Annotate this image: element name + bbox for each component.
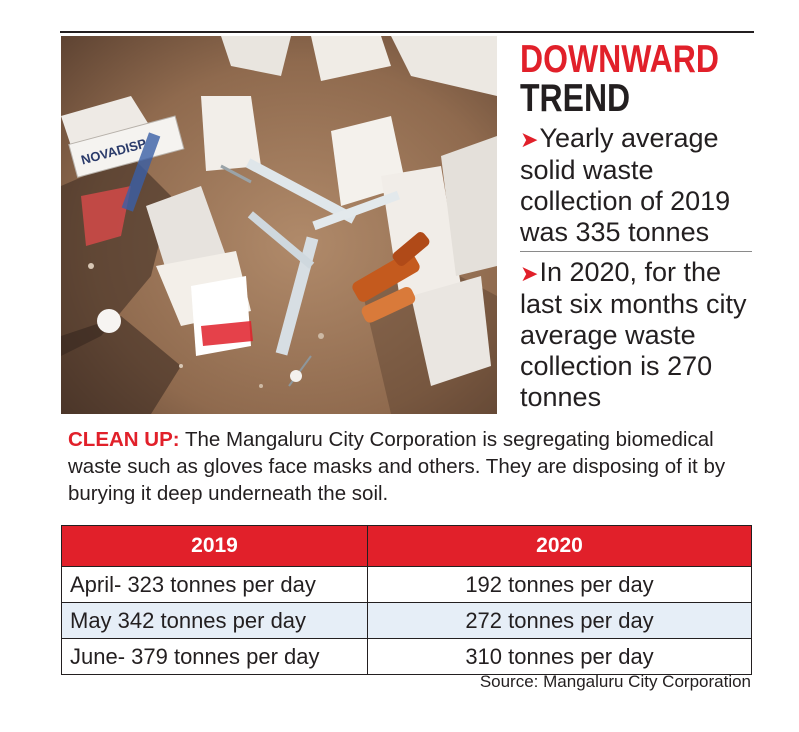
table-cell-2020: 272 tonnes per day [367, 602, 752, 639]
table-cell-2020: 192 tonnes per day [367, 566, 752, 603]
key-point-text: Yearly average solid waste collection of… [520, 123, 731, 247]
column-header-2020: 2020 [367, 525, 752, 567]
top-rule [60, 31, 754, 33]
table-row: April- 323 tonnes per day 192 tonnes per… [61, 566, 752, 603]
photo-caption: CLEAN UP: The Mangaluru City Corporation… [68, 426, 768, 507]
table-row: May 342 tonnes per day 272 tonnes per da… [61, 602, 752, 639]
source-credit: Source: Mangaluru City Corporation [479, 672, 751, 691]
column-header-2019: 2019 [61, 525, 368, 567]
table-cell-2019: May 342 tonnes per day [61, 602, 368, 639]
key-point-text: In 2020, for the last six months city av… [520, 257, 747, 412]
table-header-row: 2019 2020 [61, 525, 752, 567]
headline: DOWNWARD TREND [520, 38, 719, 120]
waste-collection-table: 2019 2020 April- 323 tonnes per day 192 … [61, 525, 752, 675]
caption-text: The Mangaluru City Corporation is segreg… [68, 428, 726, 505]
arrow-icon: ➤ [520, 261, 539, 286]
table-cell-2019: June- 379 tonnes per day [61, 638, 368, 675]
waste-photo: NOVADISP [61, 36, 497, 414]
points-divider [520, 251, 752, 252]
key-point-2019: ➤Yearly average solid waste collection o… [520, 123, 750, 248]
table-row: June- 379 tonnes per day 310 tonnes per … [61, 638, 752, 675]
arrow-icon: ➤ [520, 127, 539, 152]
waste-photo-illustration: NOVADISP [61, 36, 497, 414]
table-cell-2019: April- 323 tonnes per day [61, 566, 368, 603]
key-point-2020: ➤In 2020, for the last six months city a… [520, 257, 750, 413]
caption-label: CLEAN UP: [68, 428, 180, 451]
headline-line-1: DOWNWARD [520, 38, 719, 81]
headline-line-2: TREND [520, 77, 631, 120]
table-cell-2020: 310 tonnes per day [367, 638, 752, 675]
